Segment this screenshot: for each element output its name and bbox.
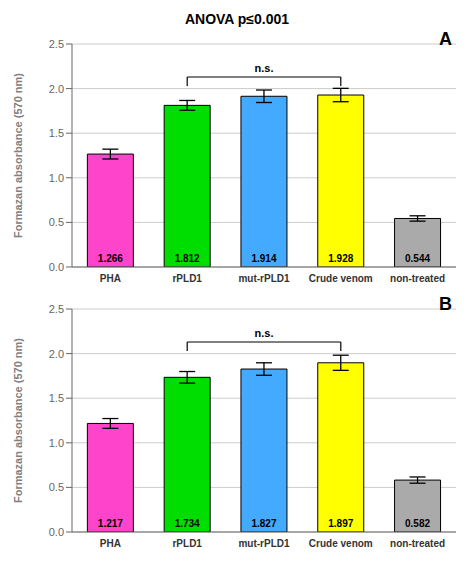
svg-text:1.266: 1.266 <box>98 253 123 264</box>
html-text:ANOVA p≤0.001: ANOVA p≤0.001 <box>184 11 290 27</box>
svg-text:Formazan absorbance (570 nm): Formazan absorbance (570 nm) <box>12 73 24 238</box>
html-text:A: A <box>439 29 452 49</box>
svg-text:1.734: 1.734 <box>175 518 200 529</box>
svg-text:0.5: 0.5 <box>49 216 64 228</box>
html-text:B: B <box>439 294 452 314</box>
svg-text:PHA: PHA <box>100 273 121 284</box>
svg-text:rPLD1: rPLD1 <box>172 538 202 549</box>
svg-text:PHA: PHA <box>100 538 121 549</box>
svg-text:0.5: 0.5 <box>49 481 64 493</box>
svg-text:2.5: 2.5 <box>49 38 64 50</box>
svg-text:Formazan absorbance (570 nm): Formazan absorbance (570 nm) <box>12 338 24 503</box>
svg-text:1.5: 1.5 <box>49 392 64 404</box>
svg-text:0.544: 0.544 <box>405 253 430 264</box>
svg-text:0.0: 0.0 <box>49 526 64 538</box>
svg-text:0.582: 0.582 <box>405 518 430 529</box>
svg-text:Crude venom: Crude venom <box>309 273 373 284</box>
svg-text:2.5: 2.5 <box>49 303 64 315</box>
svg-text:1.897: 1.897 <box>328 518 353 529</box>
svg-text:mut-rPLD1: mut-rPLD1 <box>238 538 290 549</box>
svg-text:1.928: 1.928 <box>328 253 353 264</box>
svg-text:1.827: 1.827 <box>251 518 276 529</box>
svg-text:2.0: 2.0 <box>49 348 64 360</box>
svg-text:Crude venom: Crude venom <box>309 538 373 549</box>
svg-text:1.5: 1.5 <box>49 127 64 139</box>
svg-text:mut-rPLD1: mut-rPLD1 <box>238 273 290 284</box>
svg-text:1.0: 1.0 <box>49 172 64 184</box>
svg-text:non-treated: non-treated <box>390 538 445 549</box>
svg-text:n.s.: n.s. <box>255 62 274 74</box>
svg-text:n.s.: n.s. <box>255 327 274 339</box>
svg-text:rPLD1: rPLD1 <box>172 273 202 284</box>
svg-text:1.0: 1.0 <box>49 437 64 449</box>
svg-text:1.812: 1.812 <box>175 253 200 264</box>
svg-text:2.0: 2.0 <box>49 83 64 95</box>
svg-text:1.914: 1.914 <box>251 253 276 264</box>
svg-text:1.217: 1.217 <box>98 518 123 529</box>
svg-text:0.0: 0.0 <box>49 261 64 273</box>
svg-text:non-treated: non-treated <box>390 273 445 284</box>
